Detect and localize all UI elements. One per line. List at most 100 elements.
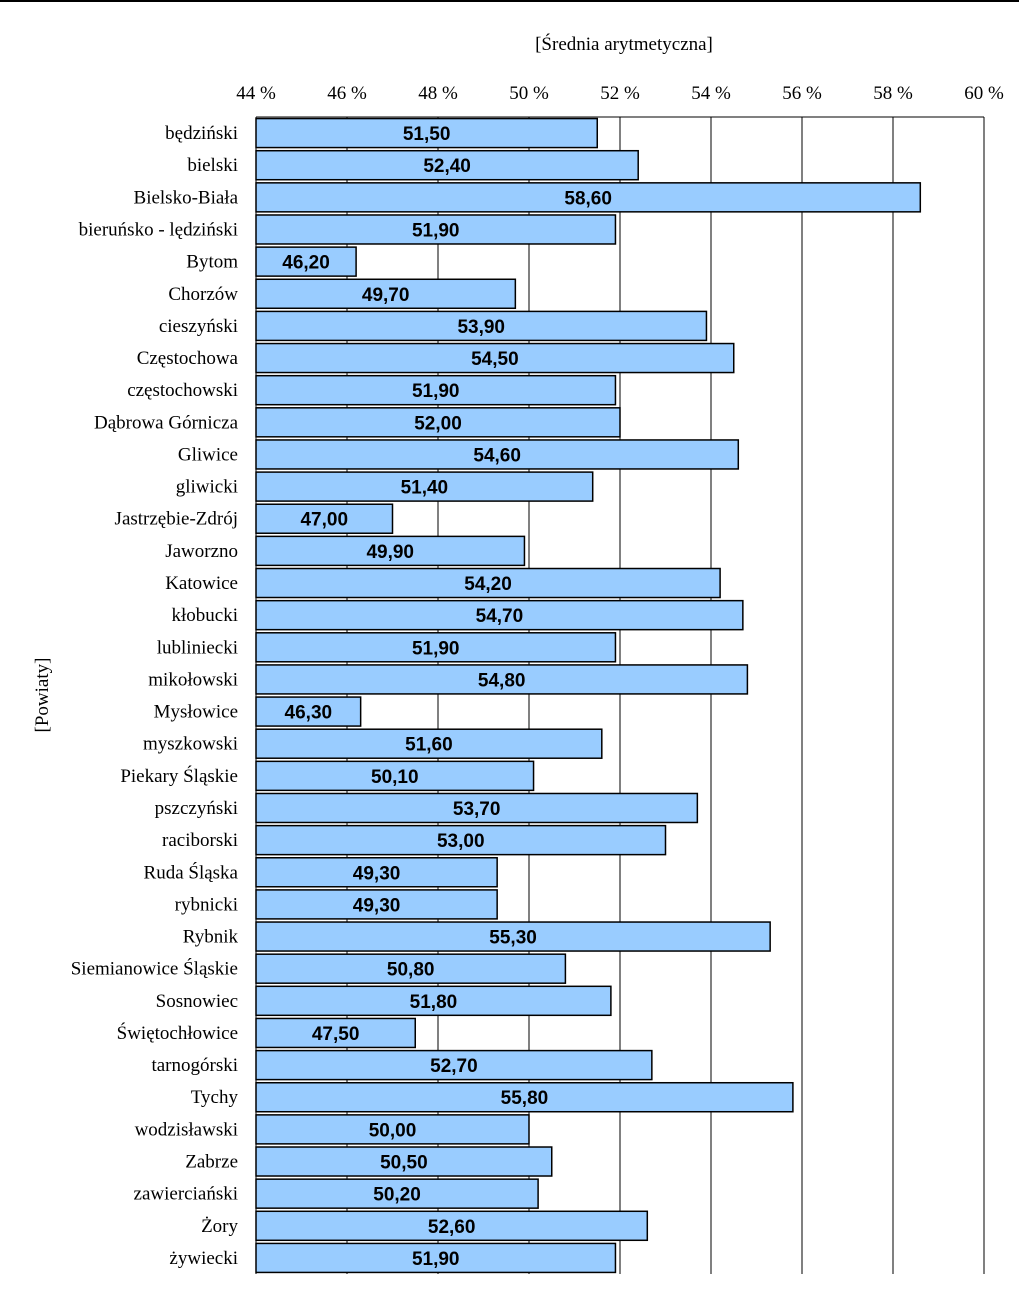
x-axis-title: [Średnia arytmetyczna] bbox=[535, 33, 713, 55]
category-label: tarnogórski bbox=[151, 1055, 238, 1076]
bar-value-label: 46,20 bbox=[282, 253, 330, 274]
bar bbox=[255, 117, 598, 149]
bar-value-label: 58,60 bbox=[564, 188, 612, 209]
category-label: wodzisławski bbox=[135, 1119, 238, 1140]
category-label: Jaworzno bbox=[165, 541, 238, 562]
bar-value-label: 51,60 bbox=[405, 735, 453, 756]
category-label: zawierciański bbox=[134, 1184, 238, 1205]
bar bbox=[255, 599, 744, 631]
x-tick-label: 46 % bbox=[327, 83, 367, 104]
category-label: Piekary Śląskie bbox=[120, 765, 238, 787]
bar-value-label: 51,90 bbox=[412, 381, 460, 402]
top-rule bbox=[0, 0, 1019, 2]
value-labels: 51,50 52,40 58,60 51,90 46,20 49,70 53,90 54,50… bbox=[282, 124, 612, 1270]
bar bbox=[255, 696, 362, 727]
category-label: Rybnik bbox=[183, 927, 239, 948]
bar-value-label: 47,50 bbox=[312, 1024, 360, 1045]
x-tick-label: 44 % bbox=[236, 83, 276, 104]
x-tick-label: 56 % bbox=[782, 83, 822, 104]
category-label: Sosnowiec bbox=[156, 991, 238, 1012]
bar-value-label: 51,40 bbox=[401, 478, 449, 499]
bar bbox=[255, 792, 699, 824]
category-label: Mysłowice bbox=[154, 702, 238, 723]
category-label: bielski bbox=[187, 155, 238, 176]
bar bbox=[255, 664, 749, 695]
x-tick-label: 50 % bbox=[509, 83, 549, 104]
x-tick-label: 60 % bbox=[964, 83, 1004, 104]
category-label: kłobucki bbox=[172, 605, 239, 626]
category-label: rybnicki bbox=[175, 894, 238, 915]
bar bbox=[255, 1049, 653, 1081]
category-label: Gliwice bbox=[178, 444, 238, 465]
category-label: Bytom bbox=[186, 252, 238, 273]
bar-value-label: 50,50 bbox=[380, 1153, 428, 1174]
gridlines bbox=[346, 117, 985, 1274]
bar-value-label: 51,90 bbox=[412, 220, 460, 241]
bar bbox=[255, 149, 639, 181]
x-tick-labels: 44 % 46 % 48 % 50 % 52 % 54 % 56 % 58 % 60 % bbox=[236, 83, 1004, 104]
bar-value-label: 55,30 bbox=[489, 928, 537, 949]
bar bbox=[255, 278, 517, 310]
bar bbox=[255, 1017, 416, 1049]
bar bbox=[255, 953, 567, 984]
category-label: cieszyński bbox=[159, 316, 238, 337]
bar bbox=[255, 342, 735, 374]
bar-value-label: 52,00 bbox=[414, 413, 462, 434]
bar-value-label: 51,90 bbox=[412, 638, 460, 659]
bar-value-label: 50,20 bbox=[373, 1185, 421, 1206]
bar bbox=[255, 857, 498, 888]
bar-value-label: 50,00 bbox=[369, 1120, 417, 1141]
category-label: Bielsko-Biała bbox=[134, 187, 239, 208]
bar-value-label: 52,60 bbox=[428, 1217, 476, 1238]
category-label: będziński bbox=[165, 123, 238, 144]
bar-value-label: 49,30 bbox=[353, 895, 401, 916]
bar-value-label: 53,70 bbox=[453, 799, 501, 820]
bar bbox=[255, 728, 603, 759]
category-label: Zabrze bbox=[185, 1152, 238, 1173]
bar-value-label: 49,70 bbox=[362, 285, 410, 306]
y-axis-title: [Powiaty] bbox=[32, 658, 53, 733]
bar-value-label: 49,30 bbox=[353, 863, 401, 884]
category-label: Tychy bbox=[191, 1087, 239, 1108]
category-label: częstochowski bbox=[127, 380, 238, 401]
category-label: lubliniecki bbox=[157, 637, 238, 658]
bar-value-label: 54,80 bbox=[478, 670, 526, 691]
bar bbox=[255, 921, 771, 952]
bar-value-label: 46,30 bbox=[285, 703, 333, 724]
bar-value-label: 54,50 bbox=[471, 349, 519, 370]
bar bbox=[255, 503, 394, 534]
bar-value-label: 53,90 bbox=[457, 317, 505, 338]
bar bbox=[255, 632, 617, 663]
bar bbox=[255, 535, 526, 567]
bar-value-label: 54,60 bbox=[473, 445, 521, 466]
bar bbox=[255, 310, 708, 342]
category-label: myszkowski bbox=[143, 734, 238, 755]
category-label: gliwicki bbox=[176, 477, 238, 498]
category-label: pszczyński bbox=[155, 798, 238, 819]
bar bbox=[255, 1210, 649, 1242]
bars bbox=[255, 117, 922, 1274]
category-label: Ruda Śląska bbox=[144, 861, 239, 883]
category-label: Chorzów bbox=[168, 284, 238, 305]
bar-value-label: 51,80 bbox=[410, 992, 458, 1013]
bar bbox=[255, 824, 667, 856]
bar-value-label: 50,10 bbox=[371, 767, 419, 788]
bar bbox=[255, 889, 498, 920]
category-label: Dąbrowa Górnicza bbox=[94, 412, 239, 433]
bar-value-label: 47,00 bbox=[300, 510, 348, 531]
bar-value-label: 50,80 bbox=[387, 960, 435, 981]
bar-value-label: 51,50 bbox=[403, 124, 451, 145]
category-label: Świętochłowice bbox=[117, 1022, 238, 1044]
category-label: żywiecki bbox=[169, 1248, 238, 1269]
bar-value-label: 54,20 bbox=[464, 574, 512, 595]
bar bbox=[255, 439, 740, 470]
x-tick-label: 48 % bbox=[418, 83, 458, 104]
category-label: Katowice bbox=[165, 573, 238, 594]
bar-value-label: 52,40 bbox=[423, 156, 471, 177]
category-label: Żory bbox=[201, 1216, 238, 1237]
category-label: mikołowski bbox=[148, 669, 238, 690]
bar bbox=[255, 1146, 553, 1177]
bar bbox=[255, 1114, 530, 1145]
bar-value-label: 54,70 bbox=[476, 606, 524, 627]
bar-value-label: 51,90 bbox=[412, 1249, 460, 1270]
